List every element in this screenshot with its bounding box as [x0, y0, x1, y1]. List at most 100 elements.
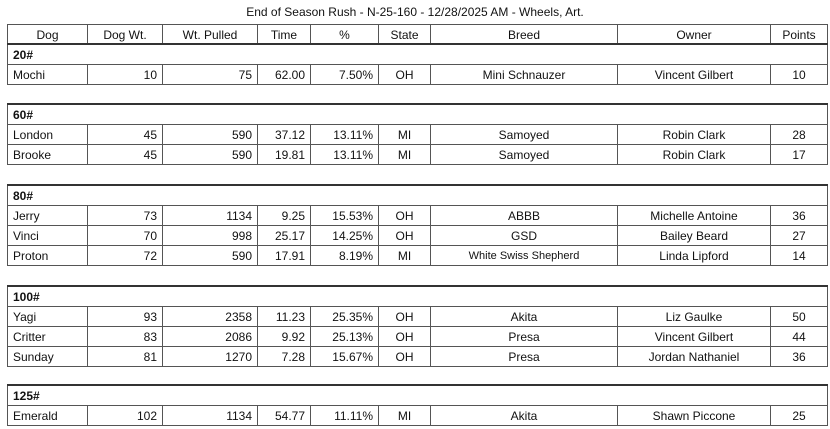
cell-time: 54.77: [257, 405, 311, 426]
cell-owner: Michelle Antoine: [617, 205, 771, 226]
table-row: Sunday 81 1270 7.28 15.67% OH Presa Jordan Nath…: [7, 346, 829, 367]
cell-points: 27: [769, 225, 829, 246]
column-header-points[interactable]: Points: [770, 24, 828, 45]
cell-points: 14: [769, 245, 829, 266]
cell-dog-weight: 70: [87, 225, 163, 246]
column-header-percent[interactable]: %: [310, 24, 379, 45]
cell-weight-pulled: 590: [162, 124, 258, 145]
cell-percent: 25.13%: [310, 326, 379, 347]
table-row: Yagi 93 2358 11.23 25.35% OH Akita Liz Gaulke 50: [7, 306, 829, 327]
cell-state: OH: [378, 225, 431, 246]
cell-weight-pulled: 1134: [162, 405, 258, 426]
cell-percent: 13.11%: [310, 144, 379, 165]
cell-points: 50: [769, 306, 829, 327]
cell-dog-weight: 102: [87, 405, 163, 426]
cell-owner: Liz Gaulke: [617, 306, 771, 327]
cell-state: OH: [378, 326, 431, 347]
weight-class-row: 60#: [6, 103, 829, 125]
cell-owner: Jordan Nathaniel: [617, 346, 771, 367]
cell-state: MI: [378, 245, 431, 266]
cell-time: 7.28: [257, 346, 311, 367]
cell-dog: Sunday: [7, 346, 88, 367]
cell-dog: Yagi: [7, 306, 88, 327]
cell-dog: Brooke: [7, 144, 88, 165]
column-header-breed[interactable]: Breed: [430, 24, 618, 45]
cell-weight-pulled: 590: [162, 245, 258, 266]
cell-dog: Jerry: [7, 205, 88, 226]
cell-percent: 25.35%: [310, 306, 379, 327]
weight-class-table: 125# Emerald 102 1134 54.77 11.11% MI Akita Shaw…: [6, 384, 829, 426]
weight-class-table: 100# Yagi 93 2358 11.23 25.35% OH Akita Liz Gaul…: [6, 285, 829, 367]
cell-percent: 15.53%: [310, 205, 379, 226]
header-row: Dog Dog Wt. Wt. Pulled Time% State Breed Owner…: [7, 24, 828, 45]
cell-breed: ABBB: [430, 205, 618, 226]
cell-dog-weight: 10: [87, 64, 163, 85]
cell-percent: 14.25%: [310, 225, 379, 246]
cell-breed: Samoyed: [430, 124, 618, 145]
weight-class-table: 20# Mochi 10 75 62.00 7.50% OH Mini Schnauzer Vi…: [6, 43, 829, 85]
weight-class-table: 80# Jerry 73 1134 9.25 15.53% OH ABBB Michelle A…: [6, 184, 829, 266]
cell-time: 9.25: [257, 205, 311, 226]
cell-weight-pulled: 1270: [162, 346, 258, 367]
table-row: Critter 83 2086 9.92 25.13% OH Presa Vincent Gi…: [7, 326, 829, 347]
cell-time: 19.81: [257, 144, 311, 165]
weight-class-row: 100#: [6, 285, 829, 307]
cell-percent: 11.11%: [310, 405, 379, 426]
cell-breed: Mini Schnauzer: [430, 64, 618, 85]
cell-time: 25.17: [257, 225, 311, 246]
cell-points: 10: [769, 64, 829, 85]
cell-state: OH: [378, 346, 431, 367]
cell-state: MI: [378, 405, 431, 426]
cell-weight-pulled: 1134: [162, 205, 258, 226]
cell-weight-pulled: 2086: [162, 326, 258, 347]
column-header-state[interactable]: State: [378, 24, 431, 45]
cell-dog-weight: 73: [87, 205, 163, 226]
table-row: Emerald 102 1134 54.77 11.11% MI Akita Shawn Pi…: [7, 405, 829, 426]
cell-breed: Akita: [430, 405, 618, 426]
column-header-weight-pulled[interactable]: Wt. Pulled: [162, 24, 258, 45]
cell-weight-pulled: 75: [162, 64, 258, 85]
cell-owner: Linda Lipford: [617, 245, 771, 266]
cell-owner: Vincent Gilbert: [617, 64, 771, 85]
table-row: Proton 72 590 17.91 8.19% MI White Swiss Sheph…: [7, 245, 829, 266]
column-header-time[interactable]: Time: [257, 24, 311, 45]
cell-breed: Samoyed: [430, 144, 618, 165]
cell-time: 62.00: [257, 64, 311, 85]
weight-class-table: 60# London 45 590 37.12 13.11% MI Samoyed Robin …: [6, 103, 829, 165]
cell-dog-weight: 81: [87, 346, 163, 367]
cell-time: 17.91: [257, 245, 311, 266]
column-header-dog-weight[interactable]: Dog Wt.: [87, 24, 163, 45]
table-row: Vinci 70 998 25.17 14.25% OH GSD Bailey Beard 27: [7, 225, 829, 246]
cell-weight-pulled: 590: [162, 144, 258, 165]
cell-percent: 8.19%: [310, 245, 379, 266]
weight-class-label: 60#: [6, 103, 829, 125]
cell-breed: White Swiss Shepherd: [430, 245, 618, 266]
cell-dog: Mochi: [7, 64, 88, 85]
cell-time: 9.92: [257, 326, 311, 347]
column-header-owner[interactable]: Owner: [617, 24, 771, 45]
cell-percent: 13.11%: [310, 124, 379, 145]
cell-dog-weight: 45: [87, 144, 163, 165]
cell-percent: 7.50%: [310, 64, 379, 85]
cell-points: 28: [769, 124, 829, 145]
cell-dog: Vinci: [7, 225, 88, 246]
cell-breed: Akita: [430, 306, 618, 327]
weight-class-label: 80#: [6, 184, 829, 206]
cell-owner: Robin Clark: [617, 124, 771, 145]
cell-points: 36: [769, 346, 829, 367]
cell-state: OH: [378, 205, 431, 226]
cell-owner: Vincent Gilbert: [617, 326, 771, 347]
column-header-dog[interactable]: Dog: [7, 24, 88, 45]
cell-time: 37.12: [257, 124, 311, 145]
cell-owner: Shawn Piccone: [617, 405, 771, 426]
cell-points: 17: [769, 144, 829, 165]
cell-time: 11.23: [257, 306, 311, 327]
cell-dog: Proton: [7, 245, 88, 266]
weight-class-label: 125#: [6, 384, 829, 406]
table-row: Jerry 73 1134 9.25 15.53% OH ABBB Michelle Anto…: [7, 205, 829, 226]
header-table: Dog Dog Wt. Wt. Pulled Time% State Breed Owner…: [7, 24, 828, 45]
cell-dog: Critter: [7, 326, 88, 347]
cell-percent: 15.67%: [310, 346, 379, 367]
cell-dog-weight: 72: [87, 245, 163, 266]
cell-breed: Presa: [430, 346, 618, 367]
